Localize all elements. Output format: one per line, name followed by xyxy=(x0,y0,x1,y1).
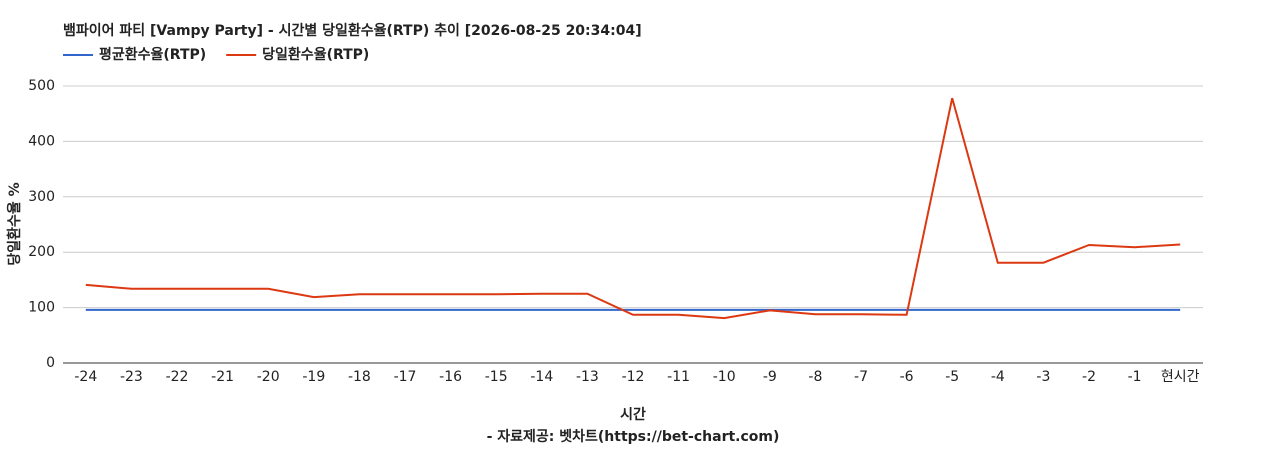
x-tick-label: -1 xyxy=(1128,369,1142,385)
x-tick-label: -15 xyxy=(485,369,508,385)
legend-label: 당일환수율(RTP) xyxy=(262,46,369,63)
x-tick-label: -2 xyxy=(1082,369,1096,385)
x-tick-label: -11 xyxy=(667,369,690,385)
x-tick-label: -24 xyxy=(74,369,97,385)
y-tick-label: 500 xyxy=(28,78,55,94)
x-tick-label: -19 xyxy=(302,369,325,385)
y-tick-label: 100 xyxy=(28,300,55,316)
x-axis-label: 시간 xyxy=(620,406,646,423)
chart-title: 뱀파이어 파티 [Vampy Party] - 시간별 당일환수율(RTP) 추… xyxy=(63,22,642,39)
x-tick-label: -8 xyxy=(808,369,822,385)
x-tick-label: -20 xyxy=(257,369,280,385)
x-tick-label: -9 xyxy=(763,369,777,385)
x-tick-label: -22 xyxy=(166,369,189,385)
y-axis-label: 당일환수율 % xyxy=(6,182,23,265)
y-tick-label: 0 xyxy=(46,355,55,371)
x-tick-label: -18 xyxy=(348,369,371,385)
footer: - 자료제공: 벳차트(https://bet-chart.com) xyxy=(487,428,780,445)
x-tick-label: -12 xyxy=(622,369,645,385)
y-tick-label: 400 xyxy=(28,133,55,149)
data-line xyxy=(85,97,1181,320)
x-tick-label: -21 xyxy=(211,369,234,385)
x-tick-label: -5 xyxy=(945,369,959,385)
x-tick-label: -6 xyxy=(900,369,914,385)
x-tick-label: -14 xyxy=(530,369,553,385)
legend-label: 평균환수율(RTP) xyxy=(99,46,206,63)
x-tick-label: -4 xyxy=(991,369,1005,385)
x-tick-label: -16 xyxy=(439,369,462,385)
x-tick-label: -3 xyxy=(1036,369,1050,385)
y-tick-label: 200 xyxy=(28,244,55,260)
y-tick-label: 300 xyxy=(28,189,55,205)
x-tick-label: -23 xyxy=(120,369,143,385)
x-tick-label: -7 xyxy=(854,369,868,385)
x-tick-label: -17 xyxy=(394,369,417,385)
x-tick-label: -10 xyxy=(713,369,736,385)
x-tick-label: 현시간 xyxy=(1161,369,1200,385)
x-tick-label: -13 xyxy=(576,369,599,385)
